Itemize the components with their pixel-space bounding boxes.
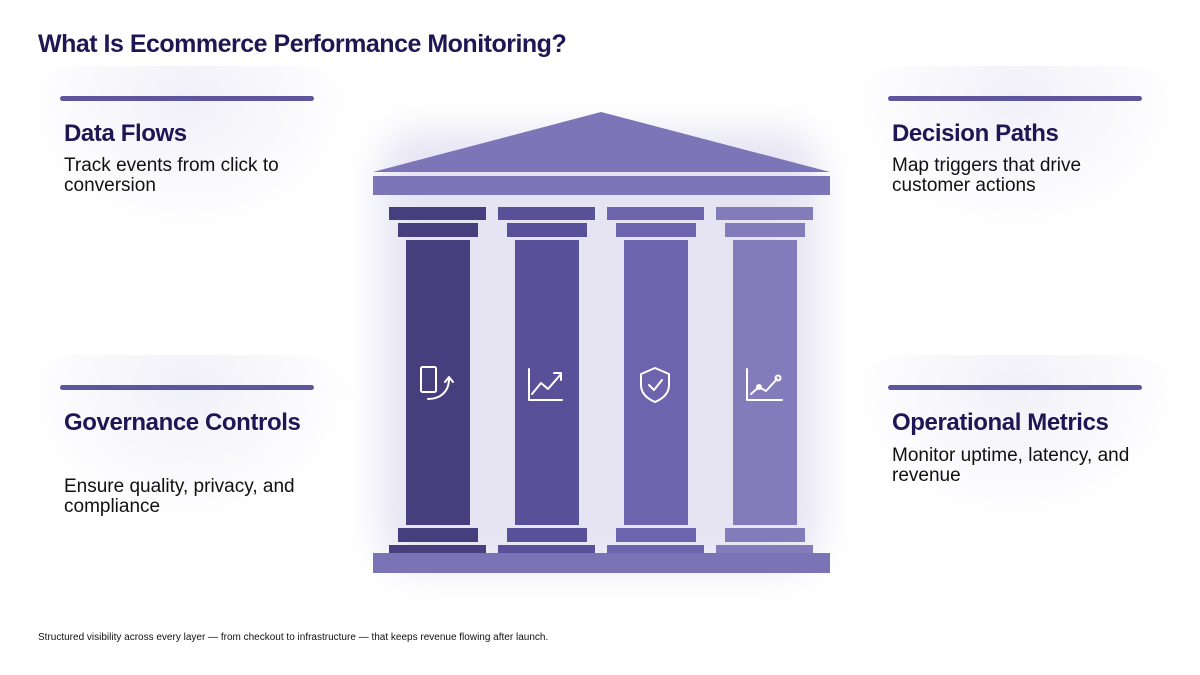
temple-shadow [380, 130, 820, 570]
accent-bar [60, 385, 314, 390]
card-heading: Data Flows [64, 120, 187, 147]
temple-base [373, 553, 830, 573]
accent-bar [888, 96, 1142, 101]
card-heading: Operational Metrics [892, 409, 1109, 436]
page-title: What Is Ecommerce Performance Monitoring… [38, 30, 567, 58]
line-chart-points-icon [746, 368, 783, 401]
accent-bar [60, 96, 314, 101]
shield-check-icon [640, 367, 670, 403]
card-glow [846, 66, 1186, 236]
card-heading: Governance Controls [64, 409, 301, 436]
card-heading: Decision Paths [892, 120, 1059, 147]
device-sync-icon [420, 366, 454, 400]
card-description: Monitor uptime, latency, and revenue [892, 445, 1130, 486]
trend-up-chart-icon [528, 368, 563, 401]
temple-entablature [373, 176, 830, 195]
card-glow [18, 355, 358, 525]
pillar-4 [716, 207, 813, 558]
accent-bar [888, 385, 1142, 390]
card-description: Map triggers that drive customer actions [892, 155, 1082, 196]
card-description: Ensure quality, privacy, and compliance [64, 476, 295, 517]
card-glow [18, 66, 358, 236]
card-description: Track events from click to conversion [64, 155, 279, 196]
temple-diagram [373, 112, 830, 573]
card-glow [846, 355, 1186, 525]
footer-note: Structured visibility across every layer… [38, 632, 549, 643]
temple-roof [373, 112, 830, 172]
